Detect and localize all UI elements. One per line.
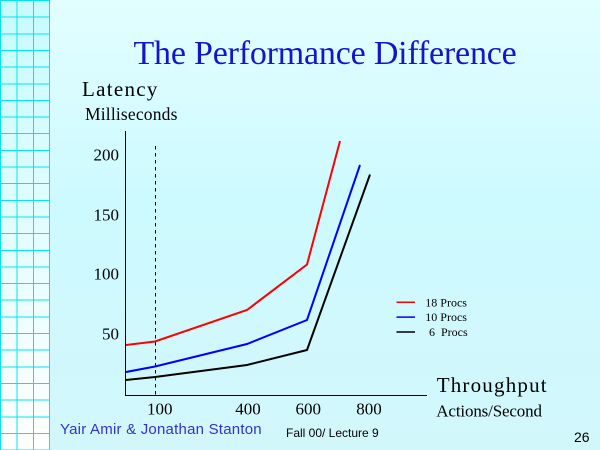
- svg-text:18 Procs: 18 Procs: [425, 295, 467, 309]
- svg-text:100: 100: [94, 264, 120, 283]
- svg-text:Throughput: Throughput: [437, 373, 548, 397]
- svg-text:50: 50: [102, 324, 119, 343]
- svg-text:10 Procs: 10 Procs: [425, 310, 467, 324]
- svg-text:Actions/Second: Actions/Second: [436, 401, 542, 420]
- svg-text:100: 100: [147, 400, 173, 419]
- svg-text:150: 150: [94, 205, 120, 224]
- svg-text:800: 800: [356, 400, 382, 419]
- svg-text:600: 600: [296, 400, 322, 419]
- svg-text:400: 400: [235, 400, 261, 419]
- svg-text:200: 200: [94, 145, 120, 164]
